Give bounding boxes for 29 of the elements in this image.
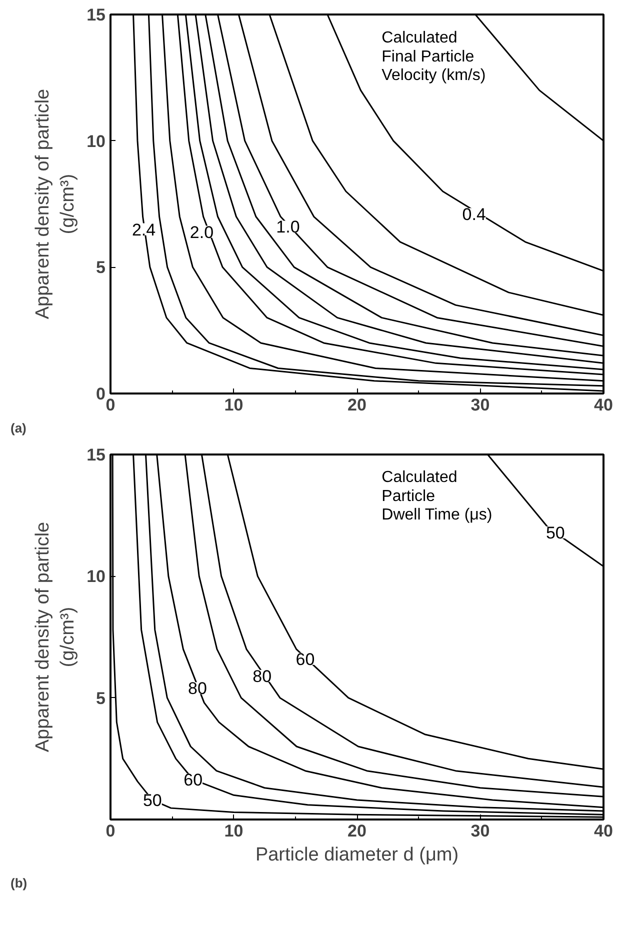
annotation: 80 [188,679,207,698]
y-tick-label: 15 [86,6,106,24]
x-tick-label: 10 [224,396,244,414]
y-tick-label: 10 [86,567,106,586]
x-tick-label: 20 [348,822,366,840]
annotation: 2.4 [132,220,156,240]
annotation: Calculated Final Particle Velocity (km/s) [382,30,486,84]
annotation: 2.0 [190,222,214,242]
x-tick-label: 40 [594,396,613,414]
x-tick-label: 20 [348,396,366,414]
text: (a) [10,420,26,436]
annotation: 50 [546,523,565,542]
y-axis-title: Apparent density of particle (g/cm³) [32,88,79,320]
x-axis-title: Particle diameter d (μm) [255,844,459,866]
text: (b) [10,876,28,890]
x-tick-label: 10 [224,822,244,840]
x-tick-label: 30 [470,396,490,414]
y-tick-label: 10 [86,132,106,151]
annotation: Calculated Particle Dwell Time (μs) [382,469,492,524]
x-tick-label: 30 [470,822,490,840]
annotation: 0.4 [462,205,486,224]
annotation: 1.0 [276,218,300,237]
annotation: 80 [252,666,272,686]
y-tick-label: 5 [96,258,106,278]
y-tick-label: 5 [96,688,106,708]
y-axis-title: Apparent density of particle (g/cm³) [32,522,79,752]
annotation: 60 [296,650,315,669]
x-tick-label: 40 [594,822,613,840]
y-tick-label: 15 [86,446,106,464]
